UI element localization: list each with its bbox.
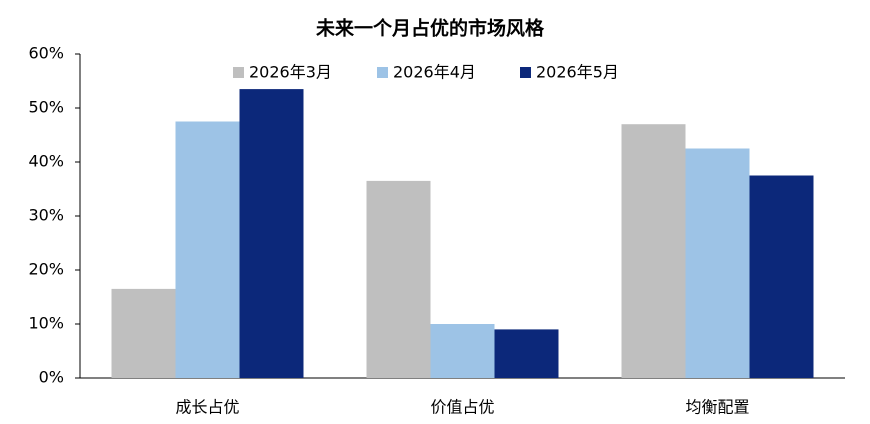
- y-tick-label: 10%: [28, 314, 64, 333]
- bar: [111, 288, 176, 378]
- bar: [749, 175, 814, 378]
- legend-swatch: [520, 67, 531, 78]
- legend-label: 2026年5月: [536, 63, 619, 82]
- x-tick-label: 均衡配置: [685, 398, 749, 417]
- bar: [175, 121, 240, 378]
- bar: [685, 148, 750, 378]
- bar: [430, 324, 495, 378]
- bar: [366, 180, 431, 378]
- bar: [621, 124, 686, 378]
- bar: [239, 89, 304, 378]
- y-tick-label: 20%: [28, 260, 64, 279]
- chart-title: 未来一个月占优的市场风格: [315, 17, 545, 40]
- y-tick-label: 0%: [39, 368, 64, 387]
- x-tick-label: 价值占优: [430, 398, 494, 417]
- bar: [494, 329, 559, 378]
- y-tick-label: 40%: [28, 152, 64, 171]
- x-tick-label: 成长占优: [175, 398, 239, 417]
- legend-swatch: [377, 67, 388, 78]
- legend-label: 2026年3月: [249, 63, 332, 82]
- y-tick-label: 30%: [28, 206, 64, 225]
- legend-swatch: [233, 67, 244, 78]
- y-tick-label: 50%: [28, 98, 64, 117]
- y-tick-label: 60%: [28, 44, 64, 63]
- legend-label: 2026年4月: [393, 63, 476, 82]
